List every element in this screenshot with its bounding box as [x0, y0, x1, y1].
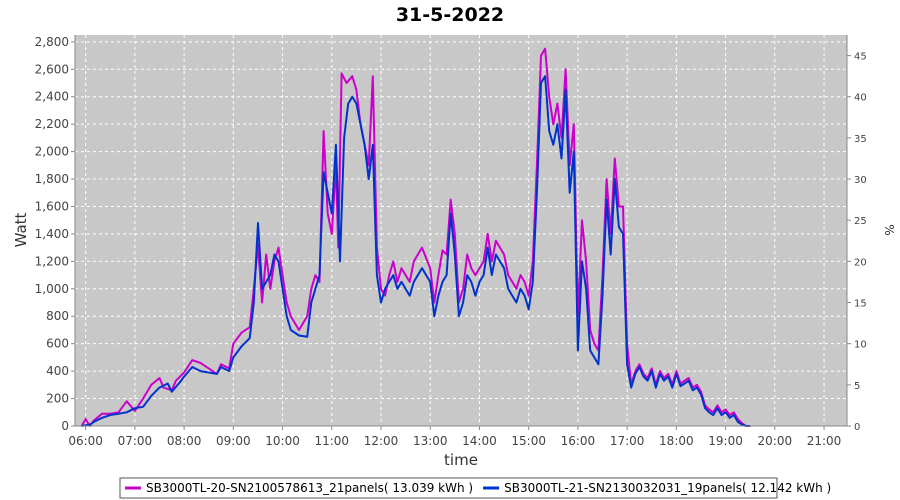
y2-tick-label: 20 [854, 257, 867, 268]
x-tick-label: 19:00 [708, 434, 743, 448]
y-tick-label: 600 [46, 337, 69, 351]
x-axis-title: time [444, 451, 478, 469]
chart-title: 31-5-2022 [396, 4, 504, 26]
x-tick-label: 07:00 [118, 434, 153, 448]
x-tick-label: 10:00 [265, 434, 300, 448]
x-tick-label: 21:00 [807, 434, 842, 448]
x-tick-label: 17:00 [610, 434, 645, 448]
x-tick-label: 09:00 [216, 434, 251, 448]
y2-tick-label: 35 [854, 134, 867, 145]
x-tick-label: 06:00 [68, 434, 103, 448]
x-tick-label: 14:00 [462, 434, 497, 448]
legend-label-1: SB3000TL-20-SN2100578613_21panels( 13.03… [146, 481, 473, 495]
y-tick-label: 2,600 [35, 62, 69, 76]
y-tick-label: 200 [46, 392, 69, 406]
legend-label-2: SB3000TL-21-SN2130032031_19panels( 12.14… [504, 481, 831, 495]
y2-axis-title: % [882, 224, 896, 235]
y-tick-label: 2,400 [35, 90, 69, 104]
legend-box [119, 477, 778, 499]
x-tick-label: 18:00 [659, 434, 694, 448]
y-tick-label: 1,200 [35, 254, 69, 268]
series-layer [80, 47, 751, 427]
y-tick-label: 2,200 [35, 117, 69, 131]
y-tick-label: 1,000 [35, 282, 69, 296]
x-tick-label: 12:00 [364, 434, 399, 448]
y2-tick-label: 0 [854, 422, 860, 433]
y-tick-label: 2,000 [35, 145, 69, 159]
y2-tick-label: 40 [854, 93, 867, 104]
y2-tick-label: 25 [854, 216, 867, 227]
y-tick-label: 1,400 [35, 227, 69, 241]
y-tick-label: 800 [46, 309, 69, 323]
y2-tick-label: 45 [854, 52, 867, 63]
y2-tick-label: 30 [854, 175, 867, 186]
x-tick-label: 08:00 [167, 434, 202, 448]
x-tick-label: 11:00 [314, 434, 349, 448]
y2-tick-label: 10 [854, 340, 867, 351]
y-tick-label: 1,600 [35, 199, 69, 213]
legend: SB3000TL-20-SN2100578613_21panels( 13.03… [119, 477, 831, 499]
y-tick-label: 1,800 [35, 172, 69, 186]
y-tick-label: 2,800 [35, 35, 69, 49]
y-tick-label: 400 [46, 364, 69, 378]
axes: 02004006008001,0001,2001,4001,6001,8002,… [35, 35, 867, 448]
x-tick-label: 20:00 [758, 434, 793, 448]
x-tick-label: 13:00 [413, 434, 448, 448]
y2-tick-label: 15 [854, 299, 867, 310]
x-tick-label: 16:00 [561, 434, 596, 448]
x-tick-label: 15:00 [511, 434, 546, 448]
y2-tick-label: 5 [854, 381, 860, 392]
y-tick-label: 0 [61, 419, 69, 433]
plot-area [75, 35, 847, 426]
y-axis-title: Watt [12, 212, 30, 247]
series-line-2 [81, 75, 751, 427]
